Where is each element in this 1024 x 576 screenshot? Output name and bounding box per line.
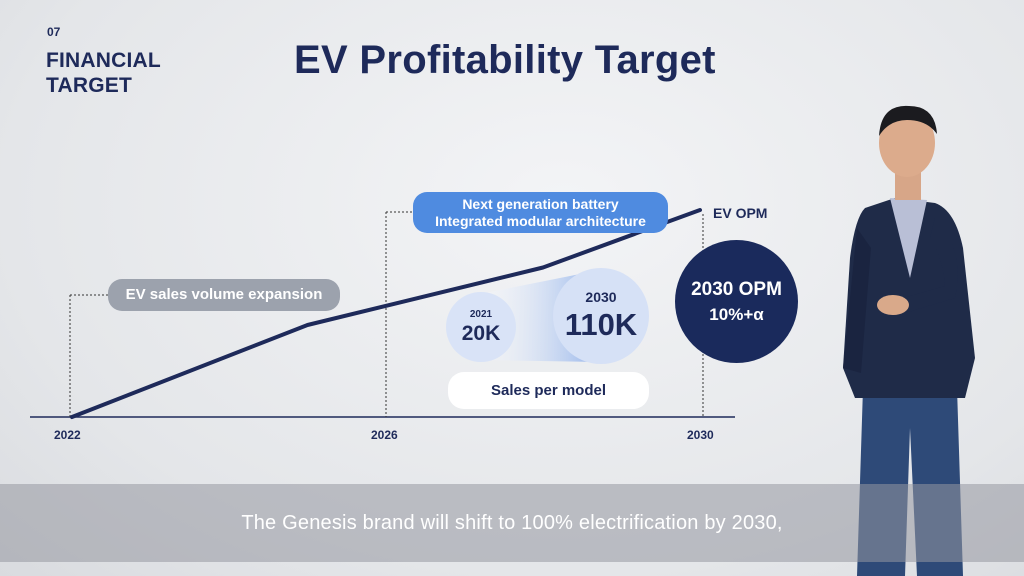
ev-opm-line-label: EV OPM <box>713 205 768 221</box>
sales-2030-value: 110K <box>564 307 638 342</box>
sales-per-model-label: Sales per model <box>448 372 649 409</box>
x-tick-2022: 2022 <box>54 428 81 442</box>
ev-opm-series-line <box>70 208 702 419</box>
sales-2030-circle: 2030 110K <box>553 268 649 364</box>
sales-2021-value: 20K <box>461 321 501 345</box>
sales-2021-year: 2021 <box>469 308 493 320</box>
x-tick-2030: 2030 <box>687 428 714 442</box>
section-number: 07 <box>47 25 61 39</box>
subtitle-band <box>0 484 1024 562</box>
battery-label-line2: Integrated modular architecture <box>435 213 646 229</box>
opm-target-line2: 10%+α <box>709 304 764 324</box>
battery-architecture-label: Next generation battery Integrated modul… <box>413 192 668 233</box>
sales-2021-circle: 2021 20K <box>446 292 516 362</box>
video-subtitle: The Genesis brand will shift to 100% ele… <box>241 512 783 534</box>
section-title-line1: FINANCIAL <box>46 49 161 72</box>
opm-target-line1: 2030 OPM <box>691 278 782 300</box>
x-tick-2026: 2026 <box>371 428 398 442</box>
battery-label-line1: Next generation battery <box>462 196 619 212</box>
page-title: EV Profitability Target <box>294 38 716 82</box>
section-title-line2: TARGET <box>46 74 132 97</box>
sales-expansion-label: EV sales volume expansion <box>108 279 340 311</box>
sales-2030-year: 2030 <box>585 289 617 305</box>
opm-target-circle: 2030 OPM 10%+α <box>675 240 798 363</box>
section-title: FINANCIAL TARGET <box>46 48 161 98</box>
